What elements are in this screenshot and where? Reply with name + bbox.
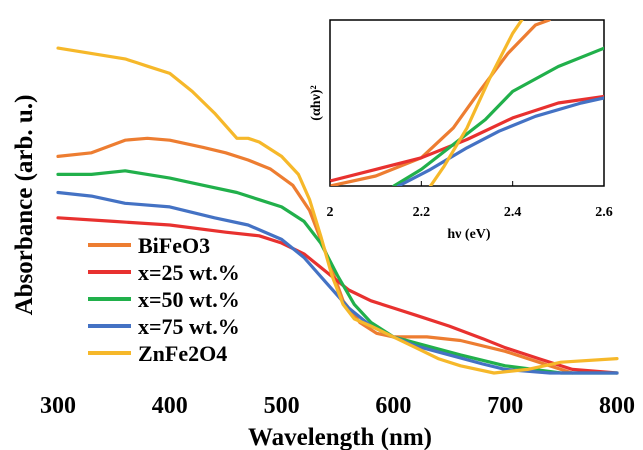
series-line-1: [56, 216, 619, 375]
inset-x-tick-label: 2.2: [413, 205, 431, 220]
legend-label: x=25 wt.%: [138, 260, 240, 285]
legend-label: x=75 wt.%: [138, 314, 240, 339]
x-axis-title: Wavelength (nm): [248, 424, 432, 450]
inset-x-axis-title: hν (eV): [447, 227, 491, 242]
legend-label: ZnFe2O4: [138, 341, 227, 366]
main-x-tick-labels: 300 400 500 600 700 800: [40, 393, 635, 419]
y-axis-title: Absorbance (arb. u.): [11, 95, 38, 316]
inset-x-tick-label: 2: [327, 205, 334, 220]
inset-series-line-4: [428, 20, 524, 186]
inset-x-tick-label: 2.4: [504, 205, 522, 220]
legend-label: x=50 wt.%: [138, 287, 240, 312]
legend-label: BiFeO3: [138, 233, 210, 258]
x-tick-label: 300: [40, 393, 76, 419]
x-tick-label: 800: [599, 393, 635, 419]
main-plot-area: [56, 46, 619, 375]
x-tick-label: 400: [152, 393, 188, 419]
inset-series-line-2: [392, 46, 604, 186]
x-tick-label: 700: [487, 393, 523, 419]
inset-x-tick-label: 2.6: [595, 205, 613, 220]
inset-series-group: [330, 20, 604, 186]
inset-y-axis-title: (αhν)²: [309, 85, 324, 120]
inset-series-line-1: [330, 94, 604, 183]
x-tick-label: 500: [264, 393, 300, 419]
series-line-3: [56, 190, 619, 375]
inset-series-line-0: [330, 20, 551, 186]
x-tick-label: 600: [375, 393, 411, 419]
series-line-4: [56, 46, 619, 375]
series-line-0: [56, 136, 574, 375]
inset-tauc-plot: 2 2.2 2.4 2.6 hν (eV) (αhν)²: [309, 19, 613, 242]
series-line-2: [56, 169, 619, 375]
inset-series-line-3: [396, 96, 604, 186]
